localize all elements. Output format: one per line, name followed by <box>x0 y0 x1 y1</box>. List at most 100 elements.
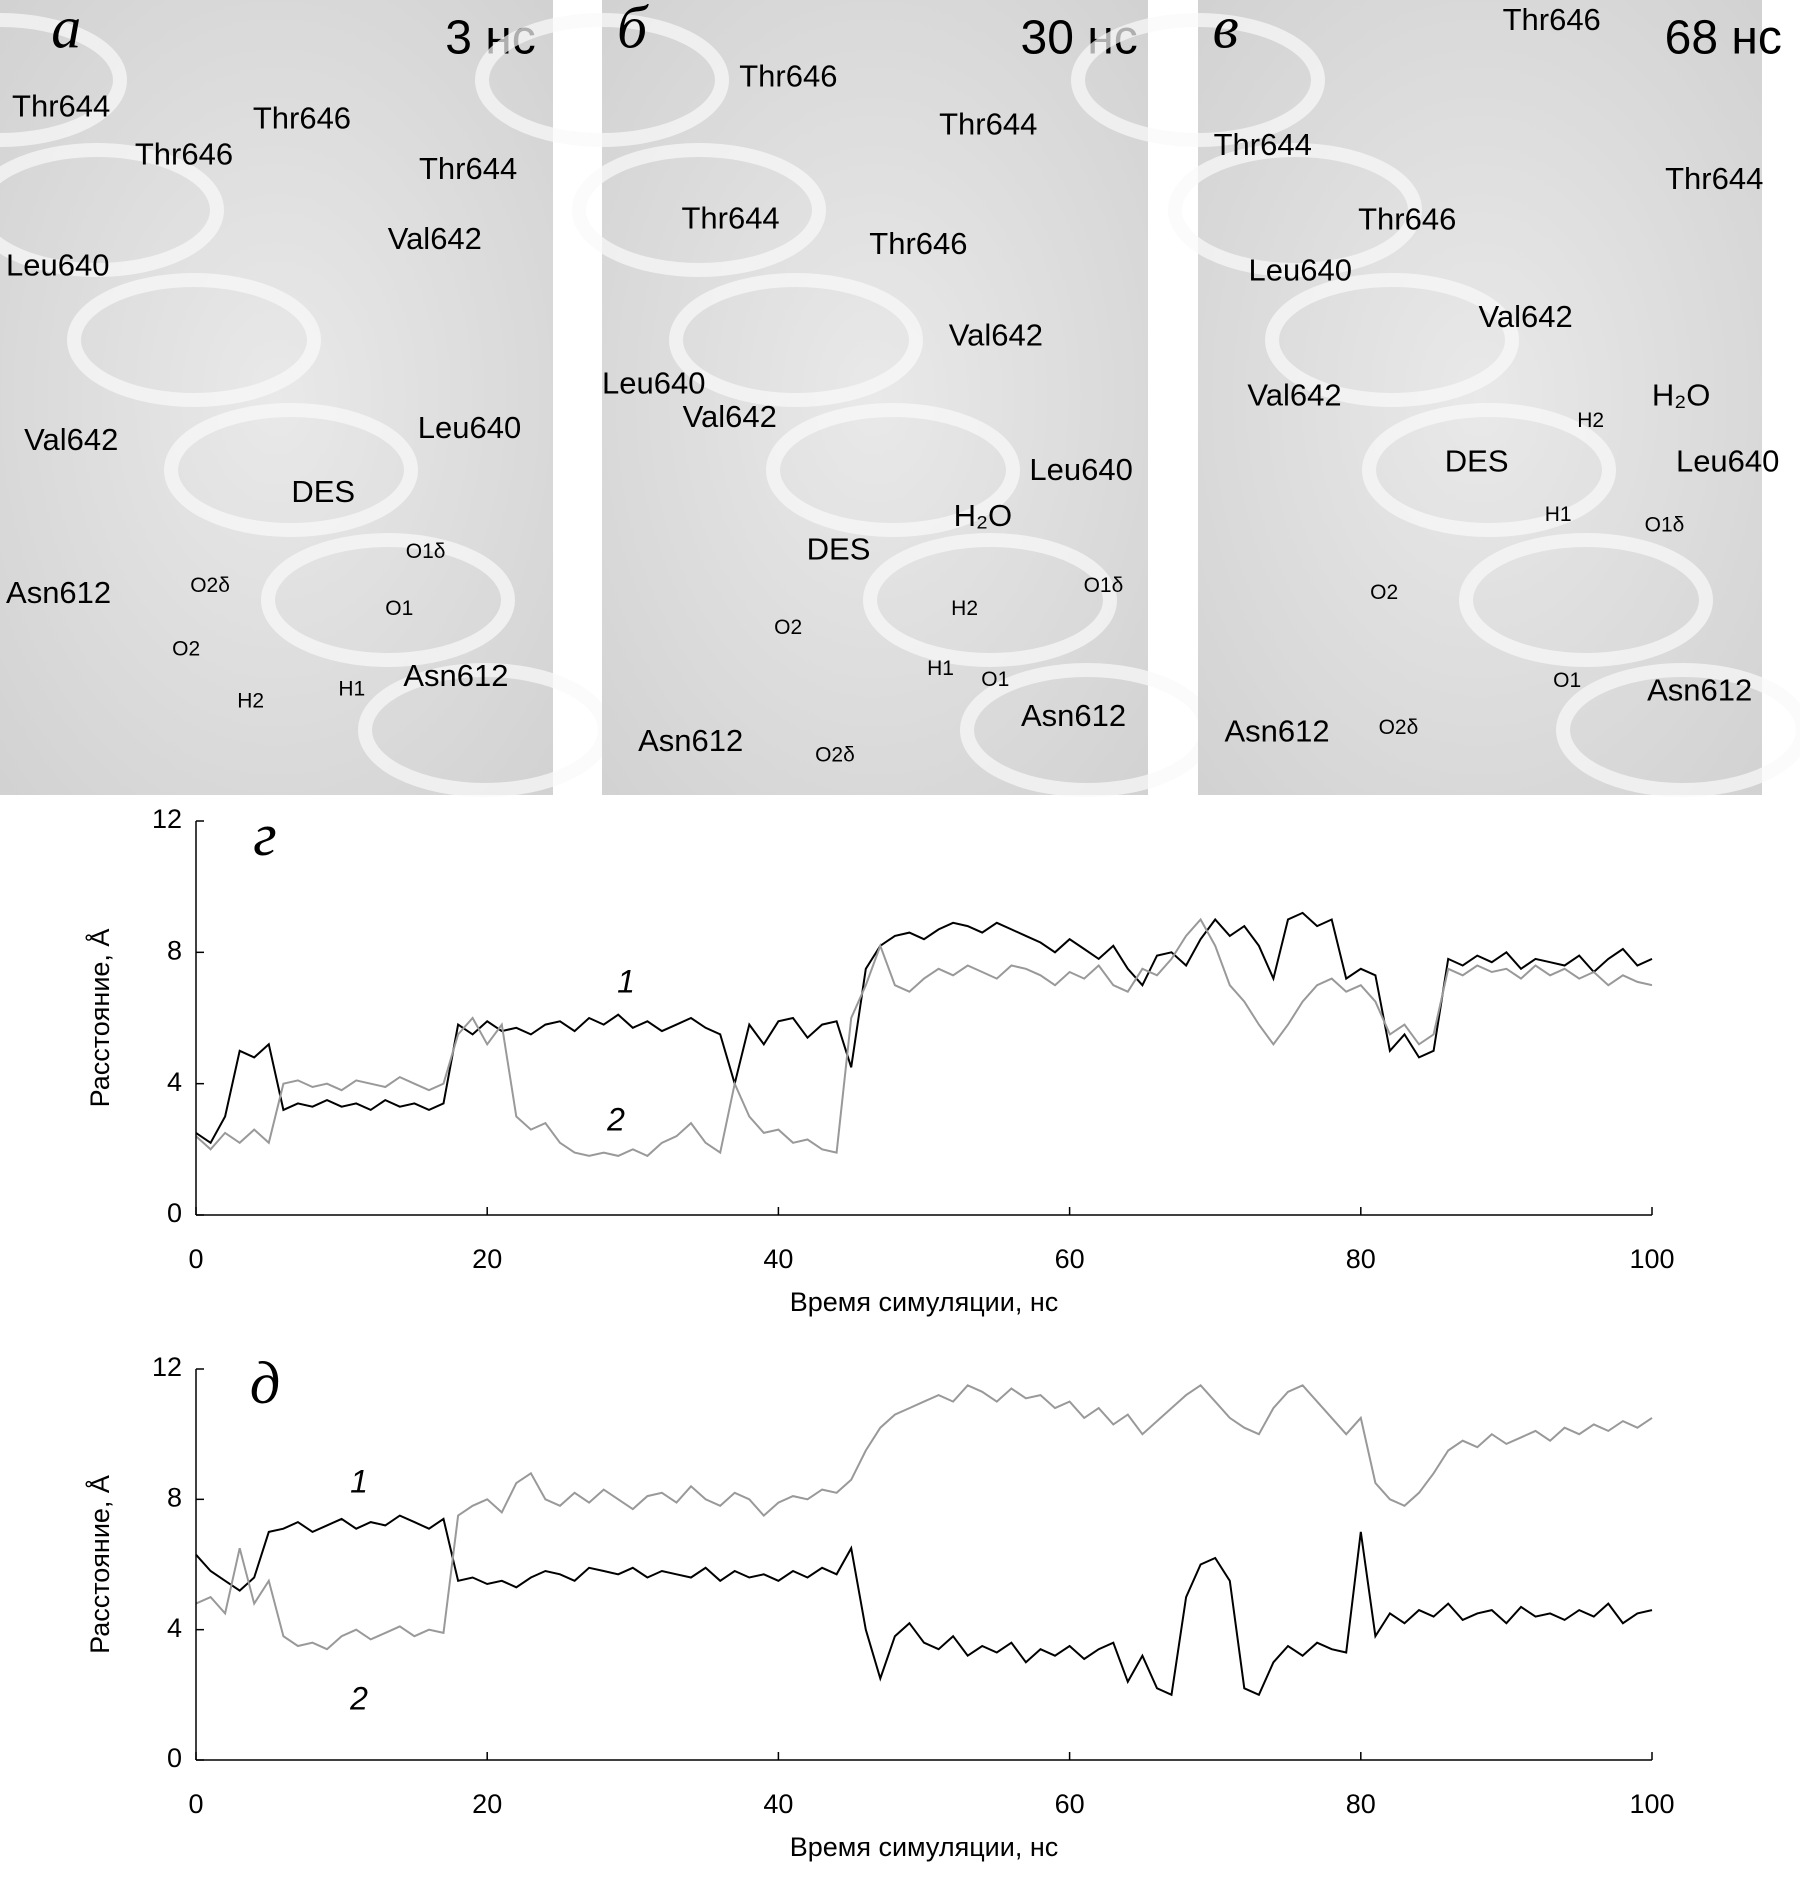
residue-label: Thr644 <box>681 201 779 236</box>
y-tick-label: 12 <box>152 804 182 834</box>
structure-panel <box>1071 0 1800 797</box>
residue-label: Leu640 <box>418 410 521 445</box>
residue-label: H₂O <box>954 498 1013 533</box>
residue-label: H1 <box>927 657 954 680</box>
residue-label: Val642 <box>24 422 118 457</box>
residue-label: O2 <box>774 616 802 639</box>
residue-label: Leu640 <box>602 365 705 400</box>
residue-label: DES <box>1445 444 1509 479</box>
x-tick-label: 40 <box>763 1789 793 1819</box>
x-tick-label: 0 <box>188 1789 203 1819</box>
residue-label: Val642 <box>388 221 482 256</box>
residue-label: O1 <box>981 668 1009 691</box>
x-tick-label: 60 <box>1055 1789 1085 1819</box>
x-tick-label: 40 <box>763 1244 793 1274</box>
residue-label: O1δ <box>1645 514 1685 537</box>
x-tick-label: 80 <box>1346 1244 1376 1274</box>
residue-label: O1 <box>1553 669 1581 692</box>
ribbon-shade <box>1556 663 1800 797</box>
residue-label: Asn612 <box>1021 698 1126 733</box>
y-tick-label: 4 <box>167 1067 182 1097</box>
data-line <box>195 917 1653 1158</box>
residue-label: Thr644 <box>12 89 110 124</box>
x-tick-label: 100 <box>1629 1789 1674 1819</box>
x-tick-label: 20 <box>472 1244 502 1274</box>
residue-label: O2 <box>1370 581 1398 604</box>
x-tick-label: 100 <box>1629 1244 1674 1274</box>
residue-label: Val642 <box>1247 378 1341 413</box>
residue-label: H2 <box>951 597 978 620</box>
y-tick-label: 0 <box>167 1743 182 1773</box>
residue-label: Asn612 <box>638 723 743 758</box>
y-tick-label: 4 <box>167 1613 182 1643</box>
residue-label: Thr646 <box>253 101 351 136</box>
residue-label: H1 <box>338 677 365 700</box>
x-axis-label: Время симуляции, нс <box>790 1832 1059 1862</box>
panel-letter: д <box>250 1350 280 1416</box>
data-line <box>195 1383 1653 1651</box>
data-line <box>195 1514 1653 1697</box>
ribbon-shade <box>1459 533 1713 667</box>
residue-label: O2 <box>172 638 200 661</box>
ribbon-shade <box>475 13 729 147</box>
residue-label: Asn612 <box>1647 672 1752 707</box>
residue-label: Asn612 <box>1224 713 1329 748</box>
residue-label: O2δ <box>1379 716 1419 739</box>
ribbon-shade <box>766 403 1020 537</box>
ribbon-shade <box>1168 143 1422 277</box>
ribbon-shade <box>67 273 321 407</box>
residue-label: O2δ <box>190 574 230 597</box>
panel-time: 68 нс <box>1665 12 1782 65</box>
residue-label: Thr646 <box>869 226 967 261</box>
residue-label: H₂O <box>1652 378 1711 413</box>
y-tick-label: 8 <box>167 935 182 965</box>
residue-label: Thr646 <box>1503 2 1601 37</box>
y-axis-label: Расстояние, Å <box>84 929 115 1108</box>
residue-label: O2δ <box>815 744 855 767</box>
x-tick-label: 0 <box>188 1244 203 1274</box>
panel-letter: а <box>51 0 81 60</box>
ribbon-shade <box>1362 403 1616 537</box>
x-tick-label: 80 <box>1346 1789 1376 1819</box>
residue-label: Asn612 <box>403 658 508 693</box>
ribbon-shade <box>863 533 1117 667</box>
ribbon-shade <box>0 143 224 277</box>
series-annotation: 2 <box>606 1101 625 1137</box>
y-tick-label: 0 <box>167 1198 182 1228</box>
panel-background <box>1198 0 1762 795</box>
panel-letter: б <box>617 0 649 60</box>
residue-label: H2 <box>1577 409 1604 432</box>
x-axis-label: Время симуляции, нс <box>790 1287 1059 1317</box>
data-line <box>195 911 1653 1145</box>
panel-letter: г <box>253 802 276 868</box>
residue-label: Thr646 <box>1358 202 1456 237</box>
residue-label: Thr646 <box>135 137 233 172</box>
residue-label: DES <box>807 532 871 567</box>
series-annotation: 2 <box>349 1680 368 1716</box>
structure-panel <box>0 0 612 797</box>
y-tick-label: 8 <box>167 1482 182 1512</box>
residue-label: Thr644 <box>939 107 1037 142</box>
residue-label: Leu640 <box>1676 444 1779 479</box>
ribbon-shade <box>164 403 418 537</box>
residue-label: O1δ <box>406 540 446 563</box>
y-tick-label: 12 <box>152 1352 182 1382</box>
residue-label: Val642 <box>683 399 777 434</box>
residue-label: Leu640 <box>6 247 109 282</box>
ribbon-shade <box>1265 273 1519 407</box>
residue-label: Thr644 <box>419 151 517 186</box>
y-axis-label: Расстояние, Å <box>84 1475 115 1654</box>
series-annotation: 1 <box>617 963 635 999</box>
residue-label: O1 <box>385 597 413 620</box>
panel-letter: в <box>1213 0 1239 60</box>
residue-label: Leu640 <box>1029 452 1132 487</box>
ribbon-shade <box>0 13 127 147</box>
ribbon-shade <box>669 273 923 407</box>
residue-label: O1δ <box>1084 574 1124 597</box>
residue-label: Thr646 <box>739 58 837 93</box>
residue-label: H2 <box>237 689 264 712</box>
ribbon-shade <box>572 143 826 277</box>
panel-background <box>0 0 553 795</box>
residue-label: Asn612 <box>6 575 111 610</box>
